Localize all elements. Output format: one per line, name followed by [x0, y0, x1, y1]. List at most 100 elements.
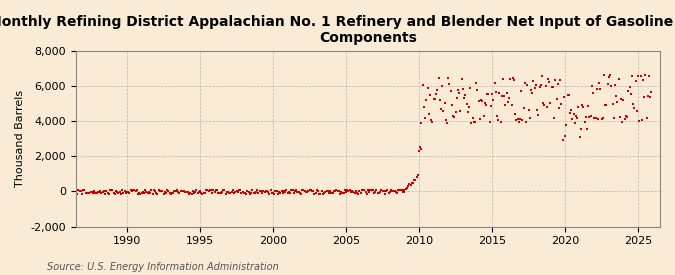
Point — [299, 189, 310, 193]
Point — [415, 144, 426, 149]
Point — [568, 112, 579, 116]
Point — [578, 105, 589, 109]
Point — [92, 190, 103, 194]
Point — [373, 190, 383, 195]
Point — [579, 120, 590, 125]
Point — [155, 189, 165, 193]
Point — [558, 138, 568, 142]
Point — [242, 189, 253, 194]
Point — [249, 191, 260, 196]
Point — [466, 121, 477, 125]
Point — [113, 191, 124, 196]
Point — [319, 191, 329, 196]
Point — [435, 107, 446, 111]
Point — [475, 117, 485, 121]
Point — [218, 188, 229, 192]
Point — [532, 108, 543, 112]
Point — [142, 191, 153, 195]
Point — [198, 191, 209, 195]
Point — [286, 188, 297, 192]
Point — [448, 114, 458, 118]
Point — [493, 118, 504, 122]
Point — [454, 90, 464, 95]
Point — [184, 192, 194, 196]
Point — [539, 103, 550, 108]
Point — [437, 84, 448, 89]
Point — [335, 190, 346, 194]
Point — [361, 192, 372, 196]
Point — [497, 77, 508, 81]
Point — [158, 191, 169, 196]
Point — [70, 191, 80, 196]
Point — [529, 86, 540, 90]
Point — [590, 116, 601, 121]
Point — [620, 114, 631, 119]
Point — [302, 190, 313, 195]
Point — [120, 190, 131, 195]
Point — [82, 191, 92, 195]
Point — [219, 188, 230, 192]
Point — [221, 189, 232, 194]
Point — [531, 83, 541, 87]
Point — [405, 183, 416, 187]
Point — [243, 189, 254, 194]
Point — [622, 114, 632, 119]
Point — [443, 76, 454, 81]
Point — [459, 95, 470, 100]
Point — [122, 189, 132, 194]
Point — [431, 92, 441, 96]
Point — [202, 188, 213, 192]
Point — [196, 191, 207, 195]
Point — [254, 189, 265, 193]
Point — [129, 188, 140, 192]
Point — [617, 119, 628, 124]
Point — [421, 97, 432, 102]
Point — [410, 178, 421, 182]
Point — [186, 192, 197, 196]
Point — [240, 191, 250, 195]
Point — [276, 189, 287, 193]
Point — [558, 95, 569, 100]
Point — [281, 188, 292, 192]
Point — [200, 188, 211, 192]
Point — [367, 188, 377, 192]
Point — [230, 189, 241, 194]
Point — [453, 88, 464, 92]
Point — [397, 188, 408, 192]
Point — [619, 117, 630, 122]
Point — [426, 118, 437, 122]
Point — [543, 76, 554, 81]
Point — [387, 188, 398, 193]
Point — [263, 189, 273, 194]
Point — [325, 189, 335, 193]
Point — [293, 189, 304, 194]
Point — [614, 115, 625, 119]
Point — [570, 120, 580, 125]
Point — [444, 82, 455, 87]
Point — [447, 103, 458, 107]
Point — [67, 189, 78, 193]
Point — [280, 190, 291, 194]
Point — [107, 188, 118, 192]
Point — [440, 118, 451, 123]
Point — [574, 135, 585, 139]
Point — [101, 189, 112, 194]
Point — [393, 188, 404, 192]
Point — [232, 190, 243, 195]
Point — [212, 188, 223, 192]
Point — [349, 191, 360, 195]
Point — [327, 190, 338, 195]
Point — [580, 114, 591, 119]
Point — [173, 190, 184, 194]
Point — [591, 87, 602, 91]
Point — [215, 191, 226, 195]
Point — [641, 116, 652, 120]
Point — [465, 86, 476, 90]
Point — [335, 191, 346, 196]
Point — [175, 189, 186, 193]
Point — [644, 74, 655, 78]
Point — [634, 119, 645, 123]
Point — [112, 190, 123, 194]
Point — [429, 97, 440, 101]
Point — [416, 120, 427, 125]
